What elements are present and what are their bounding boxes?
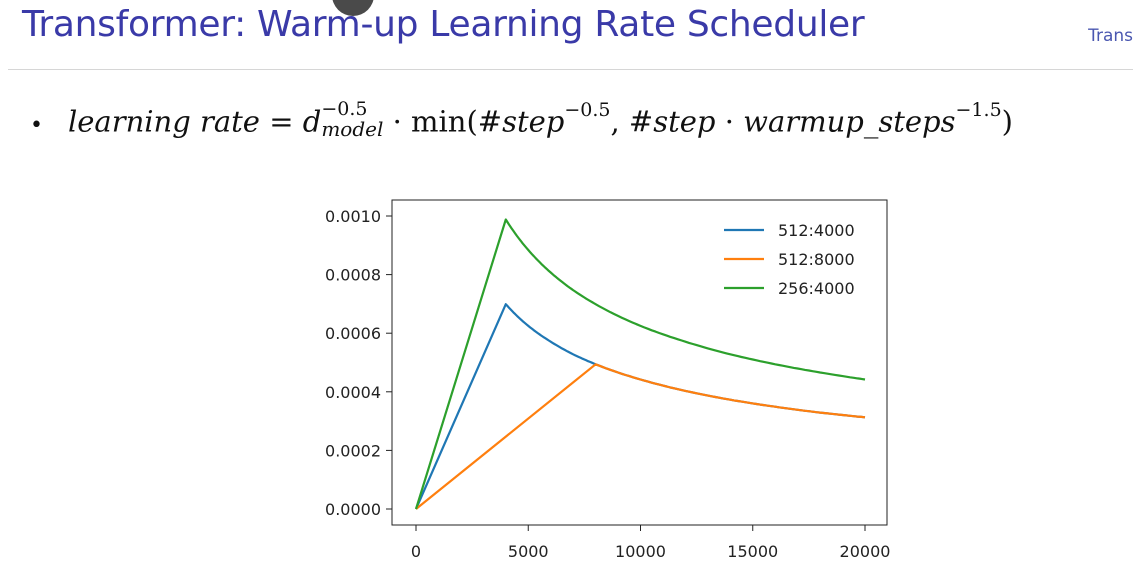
learning-rate-formula: learning rate = d −0.5 model · min(#step−0… <box>68 99 1013 143</box>
formula-step-1: #step <box>477 104 565 139</box>
plot-frame <box>391 199 888 526</box>
x-tick-label: 15000 <box>727 542 778 561</box>
y-tick-label: 0.0000 <box>325 500 381 519</box>
legend-label: 512:8000 <box>778 250 855 269</box>
y-tick-label: 0.0002 <box>325 441 381 460</box>
bullet-point: • <box>30 113 43 138</box>
floating-cursor-dot <box>332 0 374 16</box>
formula-step-1-sup: −0.5 <box>564 98 611 121</box>
x-tick-label: 5000 <box>508 542 549 561</box>
y-tick-label: 0.0010 <box>325 207 381 226</box>
formula-step-2: #step <box>628 104 716 139</box>
formula-d-sub: model <box>321 117 384 141</box>
x-tick-label: 0 <box>411 542 421 561</box>
formula-dot-2: · <box>715 104 744 139</box>
formula-equals: = <box>259 104 303 139</box>
formula-lhs: learning rate <box>68 104 260 139</box>
series-line-512-4000 <box>414 303 866 510</box>
legend-label: 256:4000 <box>778 279 855 298</box>
formula-warmup-sup: −1.5 <box>955 98 1002 121</box>
formula-comma: , <box>610 104 629 139</box>
formula-d-sup: −0.5 <box>321 98 368 120</box>
formula-d: d <box>302 104 322 139</box>
legend-label: 512:4000 <box>778 221 855 240</box>
title-divider <box>8 69 1133 70</box>
y-tick-label: 0.0006 <box>325 324 381 343</box>
y-tick-label: 0.0008 <box>325 266 381 285</box>
x-tick-label: 20000 <box>840 542 891 561</box>
slide-title: Transformer: Warm-up Learning Rate Sched… <box>22 4 865 45</box>
formula-d-scripts: −0.5 model <box>321 98 384 141</box>
series-line-256-4000 <box>414 218 866 510</box>
corner-tag: Trans <box>1088 26 1133 46</box>
formula-warmup-steps: warmup_steps <box>743 104 956 139</box>
series-line-512-8000 <box>415 363 866 510</box>
formula-dot: · <box>383 104 412 139</box>
x-tick-label: 10000 <box>615 542 666 561</box>
y-tick-label: 0.0004 <box>325 383 381 402</box>
formula-min: min( <box>411 104 478 139</box>
formula-close: ) <box>1001 104 1013 139</box>
